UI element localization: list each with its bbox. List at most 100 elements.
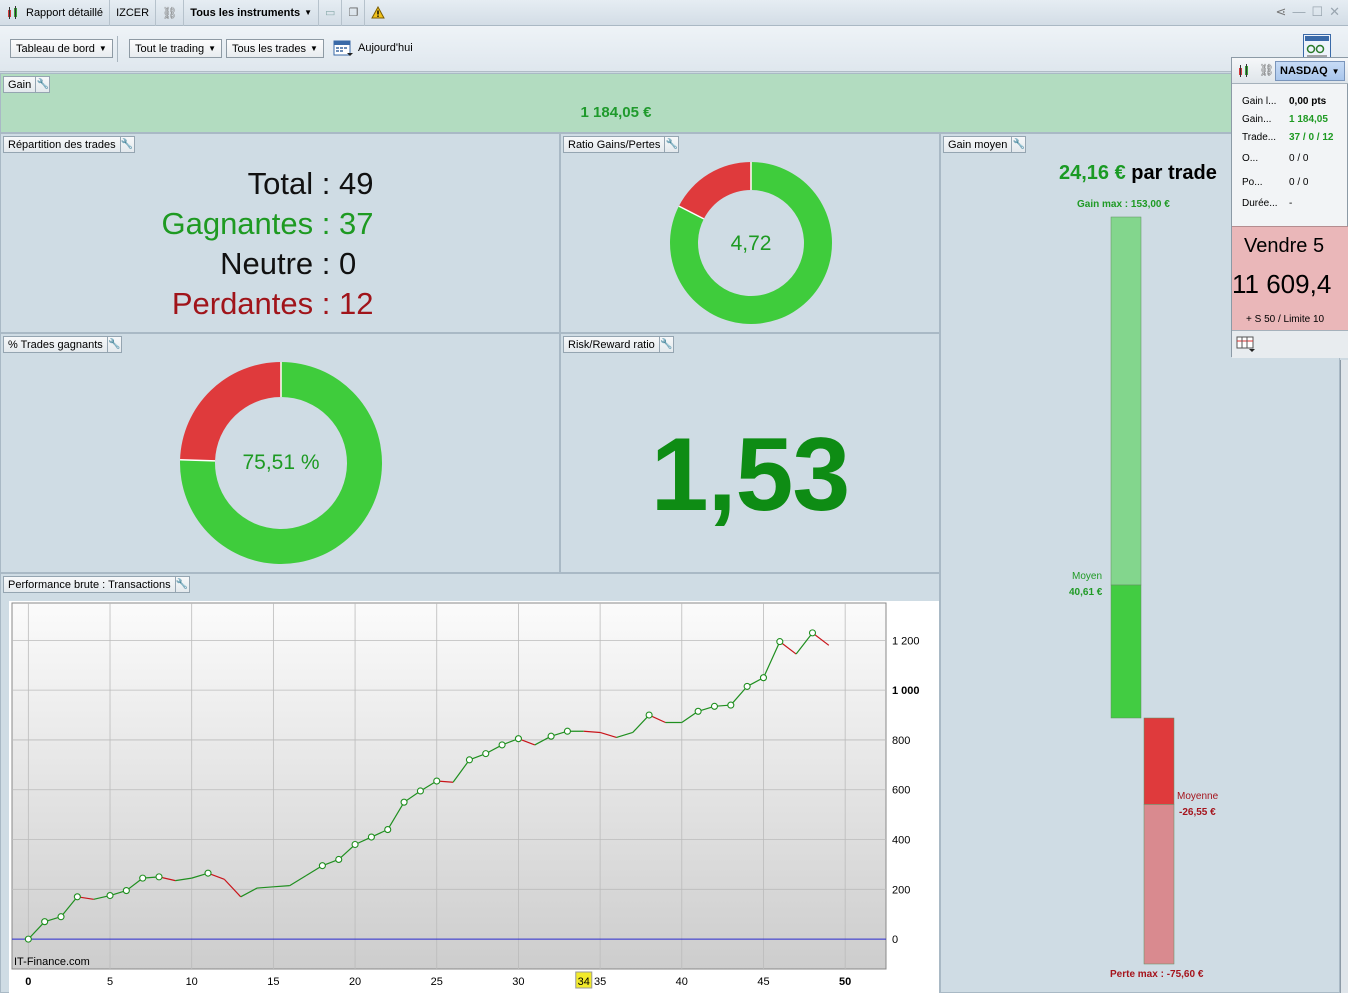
minimize-icon[interactable]: — bbox=[1292, 4, 1306, 19]
wrench-icon[interactable]: 🔧 bbox=[1011, 137, 1026, 152]
sell-button[interactable]: Vendre 5 11 609,4 + S 50 / Limite 10 bbox=[1232, 226, 1348, 330]
gain-avg-bar bbox=[1110, 584, 1142, 719]
risk-reward-value: 1,53 bbox=[650, 417, 850, 533]
pct-value: 75,51 % bbox=[242, 451, 320, 474]
dashboard-dropdown[interactable]: Tableau de bord ▼ bbox=[10, 39, 113, 58]
series-segment bbox=[240, 887, 258, 898]
period-selector[interactable]: Aujourd'hui bbox=[333, 39, 413, 57]
data-point bbox=[776, 638, 784, 646]
toolbar: Tableau de bord ▼ Tout le trading ▼ Tous l… bbox=[0, 26, 1348, 72]
ratio-green-slice bbox=[670, 162, 832, 324]
data-point bbox=[204, 869, 212, 877]
repartition-row: Neutre : 0 bbox=[1, 246, 391, 282]
data-point bbox=[73, 893, 81, 901]
instruments-dropdown[interactable]: Tous les instruments ▼ bbox=[184, 0, 320, 26]
series-segment bbox=[175, 877, 192, 882]
data-point bbox=[433, 777, 441, 785]
warning-icon[interactable] bbox=[365, 0, 391, 26]
gain-panel: Gain 🔧 1 184,05 € bbox=[0, 73, 1232, 133]
pct-donut bbox=[180, 362, 382, 564]
widget-row-value: - bbox=[1289, 198, 1293, 209]
wrench-icon[interactable]: 🔧 bbox=[174, 577, 189, 592]
y-tick-label: 800 bbox=[892, 735, 910, 747]
x-tick-label: 25 bbox=[431, 976, 443, 988]
title-bar: Rapport détaillé IZCER ⛓ Tous les instru… bbox=[0, 0, 1348, 26]
widget-row-value: 1 184,05 bbox=[1289, 114, 1328, 125]
x-tick-label: 30 bbox=[512, 976, 524, 988]
series-segment bbox=[257, 886, 274, 889]
sell-note: + S 50 / Limite 10 bbox=[1246, 314, 1325, 325]
repartition-row-label: Neutre : bbox=[220, 246, 331, 281]
moyenne-label: Moyenne bbox=[1177, 791, 1219, 802]
link-icon[interactable]: ⛓ bbox=[156, 0, 185, 26]
maximize-icon[interactable]: ☐ bbox=[1311, 4, 1324, 19]
gain-max-label: Gain max : 153,00 € bbox=[1077, 199, 1170, 210]
data-point bbox=[41, 918, 49, 926]
risk-title: Risk/Reward ratio 🔧 bbox=[563, 336, 674, 353]
wrench-icon[interactable]: 🔧 bbox=[658, 337, 673, 352]
plot-area bbox=[11, 602, 887, 970]
total-gain-value: 1 184,05 € bbox=[580, 104, 652, 121]
widget-row-key: O... bbox=[1242, 153, 1259, 164]
widget-row: O... 0 / 0 bbox=[1242, 153, 1347, 164]
series-segment bbox=[795, 632, 813, 655]
trading-dropdown[interactable]: Tout le trading ▼ bbox=[129, 39, 223, 58]
widget-row-key: Gain l... bbox=[1242, 96, 1277, 107]
data-point bbox=[416, 787, 424, 795]
widget-row-key: Po... bbox=[1242, 177, 1263, 188]
repartition-row-value: 49 bbox=[339, 166, 374, 201]
series-segment bbox=[632, 714, 650, 733]
gain-moyen-title-label: Gain moyen bbox=[948, 138, 1008, 151]
data-point bbox=[24, 935, 32, 943]
average-gain-headline: 24,16 € par trade bbox=[1059, 162, 1217, 185]
chart-candle-icon[interactable] bbox=[1237, 64, 1251, 81]
trades-dropdown[interactable]: Tous les trades ▼ bbox=[226, 39, 324, 58]
report-tab[interactable]: Rapport détaillé bbox=[0, 0, 111, 26]
screen-icon[interactable]: ▭ bbox=[319, 0, 343, 26]
data-point bbox=[645, 711, 653, 719]
repartition-row: Total : 49 bbox=[1, 166, 391, 202]
wrench-icon[interactable]: 🔧 bbox=[106, 337, 121, 352]
x-tick-label: 5 bbox=[107, 976, 113, 988]
data-point bbox=[498, 741, 506, 749]
grid-settings-icon[interactable] bbox=[1236, 336, 1256, 355]
moyenne-value: -26,55 € bbox=[1179, 807, 1216, 818]
instrument-dropdown[interactable]: NASDAQ ▼ bbox=[1275, 61, 1345, 81]
data-point bbox=[759, 674, 768, 682]
average-gain-suffix: par trade bbox=[1131, 162, 1217, 184]
close-icon[interactable]: ✕ bbox=[1329, 4, 1340, 19]
data-point bbox=[514, 735, 522, 743]
repartition-row-label: Total : bbox=[247, 166, 331, 201]
repartition-row: Perdantes : 12 bbox=[1, 286, 391, 322]
widget-footer bbox=[1232, 330, 1348, 358]
series-segment bbox=[762, 641, 781, 678]
wrench-icon[interactable]: 🔧 bbox=[119, 137, 134, 152]
account-label[interactable]: IZCER bbox=[110, 0, 157, 26]
wrench-icon[interactable]: 🔧 bbox=[664, 137, 679, 152]
wrench-icon[interactable]: 🔧 bbox=[35, 77, 49, 92]
gain-moyen-title: Gain moyen 🔧 bbox=[943, 136, 1027, 153]
repartition-row-label: Gagnantes : bbox=[161, 206, 331, 241]
ratio-title: Ratio Gains/Pertes 🔧 bbox=[563, 136, 680, 153]
repartition-row-value: 0 bbox=[339, 246, 357, 281]
chevron-down-icon: ▼ bbox=[98, 44, 107, 53]
repartition-title: Répartition des trades 🔧 bbox=[3, 136, 135, 153]
performance-chart[interactable]: 0 200 400 600 800 1 000 1 200 0 5 10 15 20 25 30 35 40 4… bbox=[9, 601, 939, 993]
widget-row: Gain... 1 184,05 bbox=[1242, 114, 1347, 125]
data-point bbox=[106, 892, 114, 900]
copy-icon[interactable]: ❐ bbox=[342, 0, 366, 26]
moyen-value: 40,61 € bbox=[1069, 587, 1103, 598]
share-icon[interactable]: ⋖ bbox=[1275, 4, 1287, 19]
data-point bbox=[335, 855, 343, 863]
data-point bbox=[465, 756, 473, 764]
link-icon[interactable]: ⛓ bbox=[1259, 63, 1275, 77]
x-tick-label: 40 bbox=[676, 976, 688, 988]
x-tick-label: 15 bbox=[267, 976, 279, 988]
pct-panel: % Trades gagnants 🔧 75,51 % bbox=[0, 333, 560, 573]
y-tick-label: 400 bbox=[892, 835, 910, 847]
chevron-down-icon: ▼ bbox=[304, 8, 313, 17]
trading-label: Tout le trading bbox=[135, 42, 205, 55]
y-tick-label: 0 bbox=[892, 934, 898, 946]
report-label: Rapport détaillé bbox=[26, 6, 104, 19]
repartition-title-label: Répartition des trades bbox=[8, 138, 116, 151]
